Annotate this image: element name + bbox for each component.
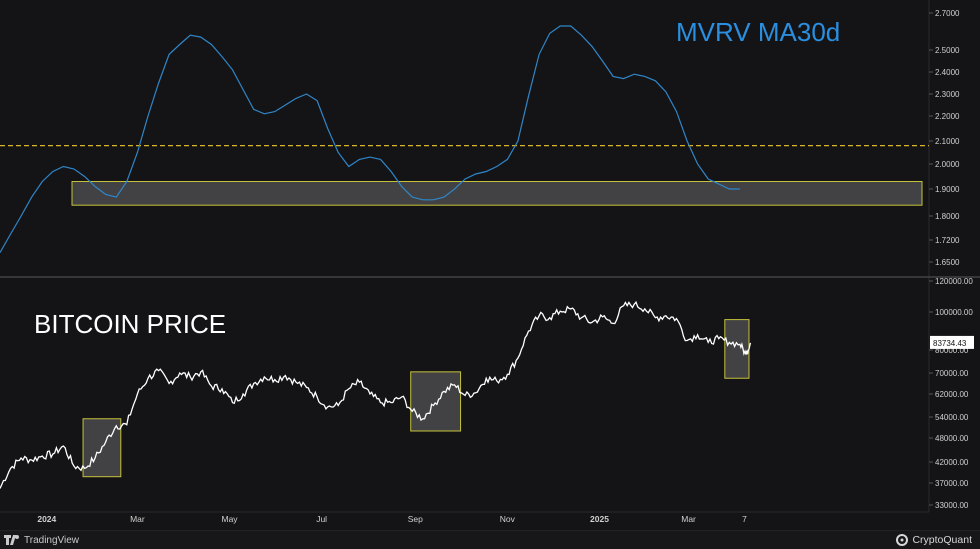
mvrv-y-tick-label: 2.7000: [935, 9, 960, 18]
price-series-line: [0, 300, 752, 489]
mvrv-y-tick-label: 1.9000: [935, 185, 960, 194]
x-tick-label: Jul: [316, 514, 327, 524]
x-tick-label: Sep: [408, 514, 423, 524]
mvrv-y-axis: 1.6500 1.7200 1.8000 1.9000 2.0000 2.1000 2.20…: [929, 9, 960, 267]
price-y-tick-label: 54000.00: [935, 413, 969, 422]
x-tick-label: 2024: [37, 514, 56, 524]
x-tick-label: Mar: [681, 514, 696, 524]
price-y-tick-label: 80000.00: [935, 346, 969, 355]
tradingview-brand[interactable]: TradingView: [4, 533, 79, 547]
price-chart-title: BITCOIN PRICE: [34, 309, 226, 339]
mvrv-series-line: [0, 25, 740, 253]
x-tick-label: Mar: [130, 514, 145, 524]
mvrv-y-tick-label: 2.4000: [935, 68, 960, 77]
mvrv-y-tick-label: 2.5000: [935, 46, 960, 55]
price-highlight-zone-2: [410, 371, 462, 432]
tradingview-label: TradingView: [24, 534, 80, 546]
price-y-tick-label: 42000.00: [935, 458, 969, 467]
tradingview-logo-icon: [4, 535, 19, 545]
mvrv-support-zone: [71, 181, 923, 206]
footer-bar: TradingView CryptoQuant: [0, 530, 980, 549]
mvrv-chart-title: MVRV MA30d: [676, 17, 840, 47]
mvrv-y-tick-label: 1.8000: [935, 212, 960, 221]
last-price-value: 83734.43: [933, 339, 967, 348]
x-tick-label: 2025: [590, 514, 609, 524]
mvrv-y-tick-label: 2.2000: [935, 112, 960, 121]
price-y-tick-label: 120000.00: [935, 277, 973, 286]
mvrv-y-tick-label: 2.0000: [935, 160, 960, 169]
mvrv-y-tick-label: 1.6500: [935, 258, 960, 267]
price-y-tick-label: 48000.00: [935, 434, 969, 443]
mvrv-y-tick-label: 1.7200: [935, 236, 960, 245]
price-highlight-zone-3: [724, 319, 750, 379]
price-y-tick-label: 37000.00: [935, 479, 969, 488]
mvrv-y-tick-label: 2.3000: [935, 90, 960, 99]
price-y-tick-label: 70000.00: [935, 369, 969, 378]
mvrv-pane: MVRV MA30d 1.6500 1.7200 1.8000 1.9000 2.000…: [0, 9, 960, 267]
price-y-tick-label: 62000.00: [935, 390, 969, 399]
x-tick-label: 7: [742, 514, 747, 524]
cryptoquant-logo-icon: [896, 534, 909, 546]
last-price-label: 83734.43: [930, 335, 974, 349]
last-price-box: [930, 335, 974, 349]
price-y-axis: 33000.00 37000.00 42000.00 48000.00 54000.00…: [929, 277, 973, 510]
price-y-tick-label: 100000.00: [935, 308, 973, 317]
cryptoquant-brand[interactable]: CryptoQuant: [896, 533, 972, 547]
price-y-tick-label: 33000.00: [935, 501, 969, 510]
mvrv-y-tick-label: 2.1000: [935, 137, 960, 146]
x-tick-label: Nov: [500, 514, 516, 524]
time-axis: 2024 Mar May Jul Sep Nov 2025 Mar 7: [37, 514, 747, 524]
price-pane: BITCOIN PRICE 33000.00 37000.00 42000.00 48…: [0, 277, 974, 510]
cryptoquant-label: CryptoQuant: [912, 534, 972, 546]
x-tick-label: May: [221, 514, 238, 524]
